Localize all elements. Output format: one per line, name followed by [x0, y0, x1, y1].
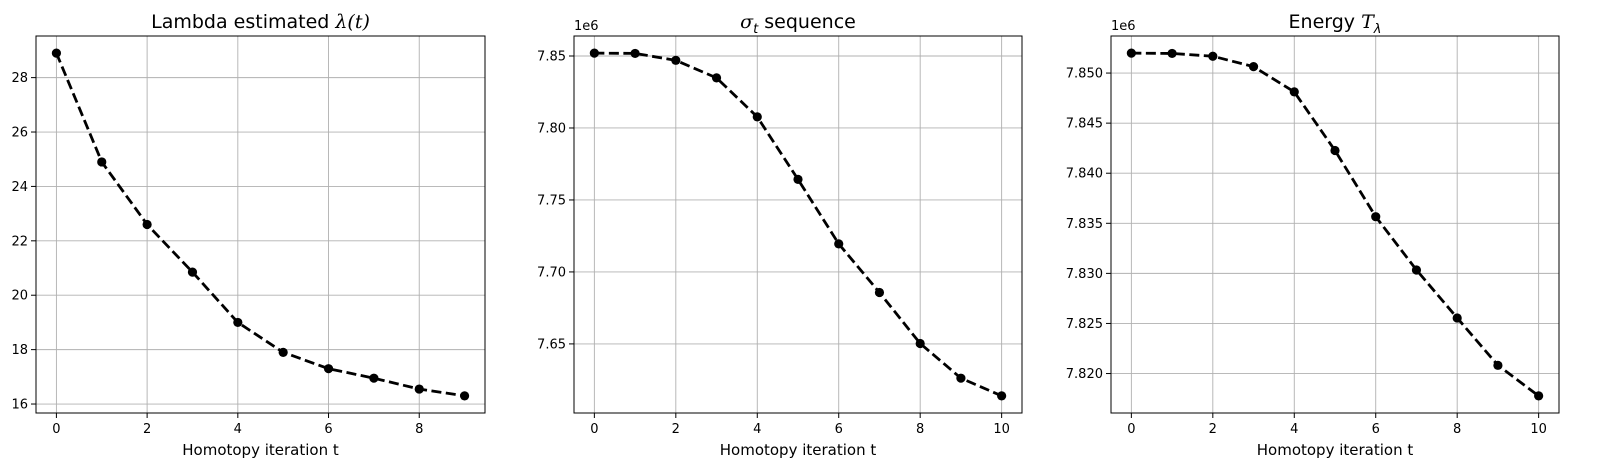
- axes-frame: [35, 35, 486, 414]
- data-point: [1493, 360, 1503, 370]
- data-point: [589, 48, 599, 58]
- data-point: [793, 174, 803, 184]
- x-tick-label: 8: [916, 422, 924, 437]
- data-point: [1330, 145, 1340, 156]
- series-line: [594, 51, 1003, 398]
- y-tick-label: 20: [11, 289, 28, 304]
- x-tick-label: 2: [143, 422, 151, 437]
- chart-panel-2: 0 2 4 6 8 10 7.65 7.70 7.75 7.80 7.85 1e6 Homotopy i…: [537, 11, 1023, 459]
- y-tick-label: 7.840: [1066, 167, 1103, 182]
- data-point: [51, 48, 62, 58]
- data-point: [874, 287, 885, 298]
- x-axis-label: Homotopy iteration t: [720, 441, 877, 459]
- data-point: [1248, 62, 1259, 72]
- data-point: [142, 219, 152, 230]
- x-tick-label: 0: [590, 422, 598, 437]
- data-point: [711, 73, 722, 83]
- chart-panel-3: 0 2 4 6 8 10 7.820 7.825 7.830 7.835 7.840 7.845 7.8…: [1066, 11, 1560, 459]
- y-tick-label: 7.830: [1066, 267, 1103, 282]
- x-axis-label: Homotopy iteration t: [1257, 441, 1414, 459]
- data-point: [187, 267, 198, 277]
- data-point: [1126, 48, 1136, 58]
- data-point: [997, 391, 1007, 401]
- y-tick-label: 7.65: [537, 337, 566, 352]
- data-point: [1371, 212, 1381, 222]
- y-tick-label: 7.75: [537, 193, 566, 208]
- data-point: [414, 384, 424, 394]
- x-tick-label: 6: [835, 422, 843, 437]
- data-point: [97, 157, 107, 167]
- data-point: [1452, 313, 1462, 323]
- y-tick-label: 7.80: [537, 121, 566, 136]
- y-tick-label: 16: [11, 398, 28, 413]
- x-tick-label: 4: [1290, 422, 1298, 437]
- x-tick-label: 10: [993, 422, 1010, 437]
- data-point: [233, 317, 243, 328]
- y-tick-label: 7.85: [537, 50, 566, 65]
- data-point: [915, 338, 925, 349]
- chart-title: Energy Tλ: [1289, 11, 1382, 37]
- x-tick-label: 8: [415, 422, 423, 437]
- x-tick-label: 8: [1453, 422, 1461, 437]
- x-tick-label: 6: [324, 422, 332, 437]
- y-tick-label: 7.845: [1066, 117, 1103, 132]
- data-point: [1534, 391, 1544, 401]
- chart-title: σt sequence: [740, 11, 856, 37]
- data-point: [1167, 48, 1177, 59]
- data-point: [1289, 87, 1299, 97]
- y-tick-label: 7.835: [1066, 217, 1103, 232]
- data-point: [630, 48, 640, 59]
- y-tick-label: 26: [11, 126, 28, 141]
- data-point: [278, 347, 288, 357]
- data-point: [834, 239, 844, 249]
- data-point: [752, 112, 762, 122]
- x-tick-label: 0: [52, 422, 60, 437]
- y-tick-label: 7.70: [537, 265, 566, 280]
- axes-frame: [1110, 35, 1560, 414]
- y-tick-label: 7.820: [1066, 367, 1103, 382]
- y-tick-label: 18: [11, 343, 28, 358]
- x-tick-label: 2: [1209, 422, 1217, 437]
- x-axis-label: Homotopy iteration t: [182, 441, 339, 459]
- y-tick-label: 7.825: [1066, 317, 1103, 332]
- data-point: [323, 364, 334, 374]
- y-tick-label: 22: [11, 234, 28, 249]
- x-tick-label: 6: [1372, 422, 1380, 437]
- x-tick-label: 4: [234, 422, 242, 437]
- data-point: [956, 373, 966, 383]
- data-point: [1208, 51, 1218, 61]
- data-point: [1411, 265, 1422, 275]
- y-offset-label: 1e6: [574, 19, 599, 34]
- y-tick-label: 24: [11, 180, 28, 195]
- data-point: [459, 391, 470, 401]
- data-point: [671, 55, 681, 65]
- x-tick-label: 4: [753, 422, 761, 437]
- x-tick-label: 0: [1127, 422, 1135, 437]
- y-offset-label: 1e6: [1111, 19, 1136, 34]
- axes-frame: [573, 35, 1023, 414]
- y-tick-label: 7.850: [1066, 67, 1103, 82]
- x-tick-label: 10: [1530, 422, 1547, 437]
- x-tick-label: 2: [672, 422, 680, 437]
- y-tick-label: 28: [11, 71, 28, 86]
- series-line: [1131, 51, 1540, 397]
- series-line: [55, 52, 465, 398]
- chart-title: Lambda estimated λ(t): [151, 11, 370, 33]
- data-point: [369, 373, 379, 383]
